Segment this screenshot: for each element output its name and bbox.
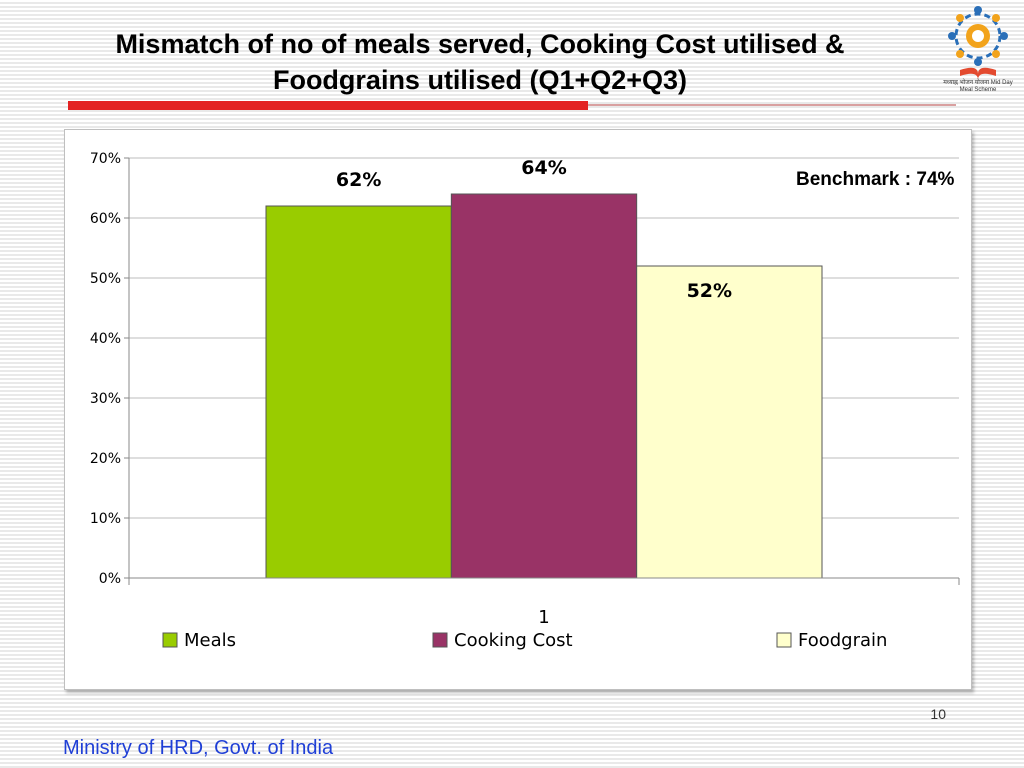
footer-text: Ministry of HRD, Govt. of India: [63, 737, 334, 759]
data-label: 64%: [521, 157, 566, 179]
logo-book-icon: [960, 67, 996, 80]
bar-foodgrain: [636, 265, 823, 579]
y-tick-label: 20%: [90, 451, 121, 467]
legend-label: Cooking Cost: [454, 630, 573, 651]
data-label: 52%: [687, 280, 732, 302]
legend-swatch: [776, 632, 792, 648]
y-tick-label: 10%: [90, 511, 121, 527]
bar-meals: [265, 205, 452, 579]
y-tick-label: 40%: [90, 331, 121, 347]
slide-title: Mismatch of no of meals served, Cooking …: [0, 26, 960, 98]
slide-title-line-1: Mismatch of no of meals served, Cooking …: [115, 29, 845, 59]
mid-day-meal-logo: [948, 6, 1008, 80]
bar-cooking-cost: [450, 193, 638, 579]
legend-swatch: [432, 632, 448, 648]
x-tick-label: 1: [538, 607, 549, 628]
legend-swatch: [162, 632, 178, 648]
title-accent-line: [588, 104, 956, 106]
logo-caption: मध्याह्न भोजन योजना Mid Day Meal Scheme: [943, 80, 1013, 93]
data-labels: 62% 64% 52%: [336, 157, 732, 302]
bars: [265, 193, 823, 579]
legend: Meals Cooking Cost Foodgrain: [162, 630, 887, 651]
y-tick-label: 50%: [90, 271, 121, 287]
axes: 0% 10% 20% 30% 40% 50% 60% 70% 1: [90, 151, 960, 628]
slide-title-line-2: Foodgrains utilised (Q1+Q2+Q3): [272, 65, 688, 95]
y-tick-label: 60%: [90, 211, 121, 227]
title-accent-bar: [68, 101, 588, 110]
legend-label: Foodgrain: [798, 630, 887, 651]
y-tick-label: 0%: [99, 571, 121, 587]
benchmark-annotation: Benchmark : 74%: [796, 169, 955, 190]
bar-chart: 0% 10% 20% 30% 40% 50% 60% 70% 1 62% 64% 52% Meals…: [90, 151, 960, 651]
chart-frame: 0% 10% 20% 30% 40% 50% 60% 70% 1 62% 64% 52% Meals…: [64, 129, 972, 690]
y-tick-label: 30%: [90, 391, 121, 407]
y-tick-label: 70%: [90, 151, 121, 167]
legend-label: Meals: [184, 630, 236, 651]
data-label: 62%: [336, 169, 381, 191]
logo-ring-icon: [948, 6, 1008, 66]
page-number: 10: [930, 706, 946, 722]
